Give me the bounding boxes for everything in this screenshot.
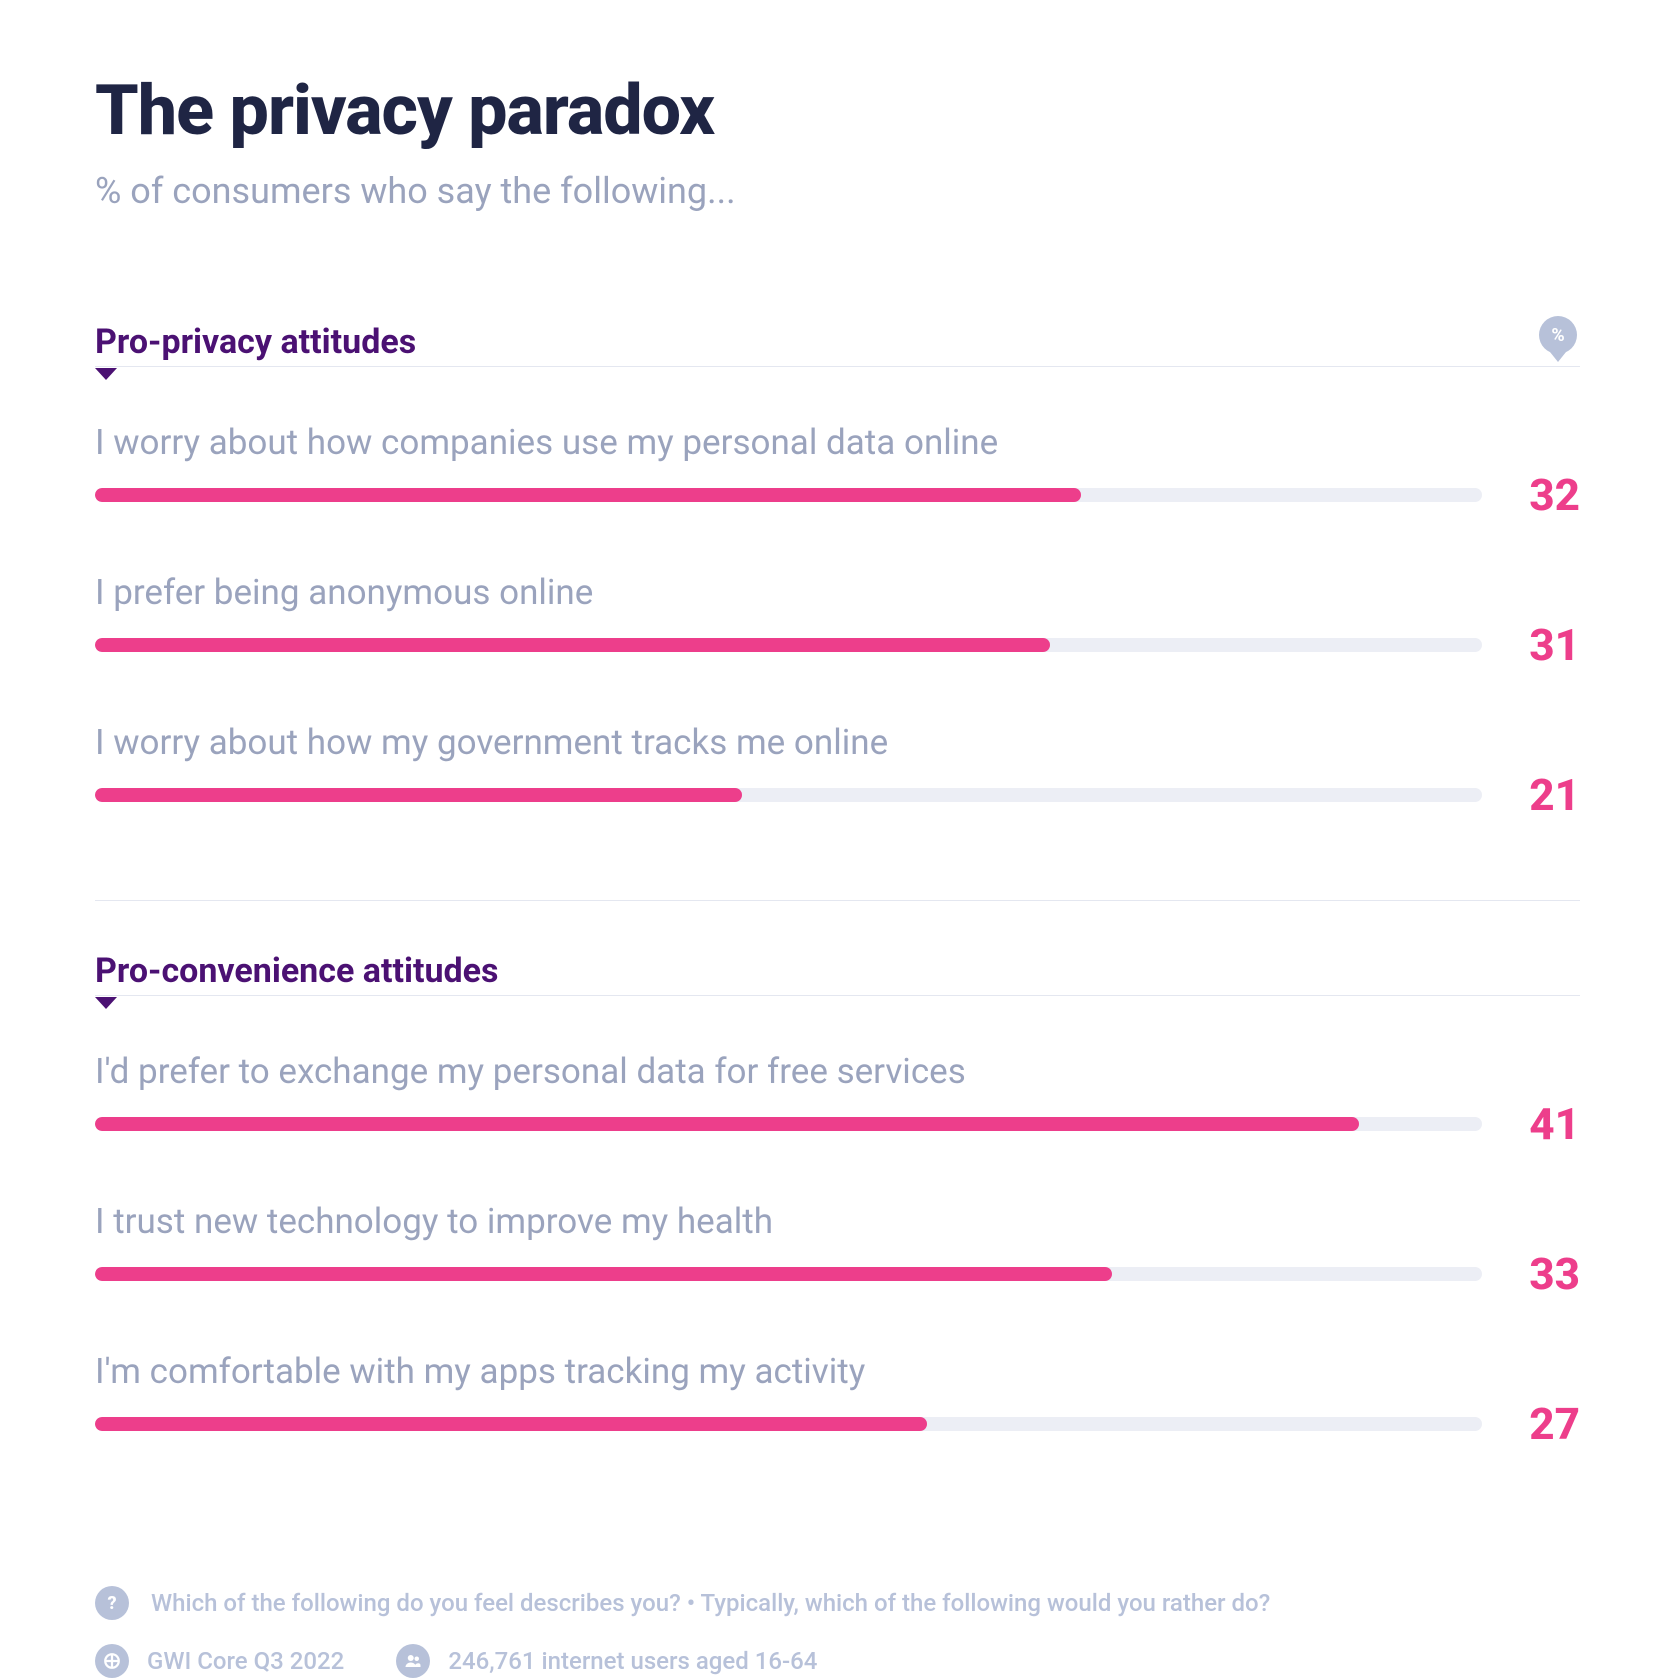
section-pro-privacy: Pro-privacy attitudes % I worry about ho… bbox=[95, 322, 1580, 882]
percent-pin-icon: % bbox=[1539, 316, 1577, 354]
bar-row: I'd prefer to exchange my personal data … bbox=[95, 1051, 1580, 1146]
bar-label: I'd prefer to exchange my personal data … bbox=[95, 1051, 1580, 1092]
bar-fill bbox=[95, 1117, 1359, 1131]
bar-fill bbox=[95, 638, 1050, 652]
page-title: The privacy paradox bbox=[95, 70, 1580, 152]
bar-value: 41 bbox=[1512, 1102, 1580, 1146]
footer-sample-text: 246,761 internet users aged 16-64 bbox=[448, 1647, 817, 1675]
bar-label: I worry about how companies use my perso… bbox=[95, 422, 1580, 463]
question-icon: ? bbox=[95, 1586, 129, 1620]
bar-label: I worry about how my government tracks m… bbox=[95, 722, 1580, 763]
people-icon bbox=[396, 1644, 430, 1678]
section-title-text: Pro-convenience attitudes bbox=[95, 951, 499, 991]
bar-row: I'm comfortable with my apps tracking my… bbox=[95, 1351, 1580, 1446]
bar-fill bbox=[95, 1417, 927, 1431]
section-divider bbox=[95, 900, 1580, 901]
bar-row: I trust new technology to improve my hea… bbox=[95, 1201, 1580, 1296]
caret-down-icon bbox=[95, 997, 117, 1009]
caret-down-icon bbox=[95, 368, 117, 380]
bar-label: I trust new technology to improve my hea… bbox=[95, 1201, 1580, 1242]
section-title-text: Pro-privacy attitudes bbox=[95, 322, 416, 362]
bar-value: 27 bbox=[1512, 1402, 1580, 1446]
footer-question-text: Which of the following do you feel descr… bbox=[151, 1589, 1270, 1617]
bar-row: I worry about how my government tracks m… bbox=[95, 722, 1580, 817]
section-title: Pro-convenience attitudes bbox=[95, 951, 1580, 996]
footer-question-row: ? Which of the following do you feel des… bbox=[95, 1586, 1580, 1620]
bar-value: 31 bbox=[1512, 623, 1580, 667]
bar-fill bbox=[95, 788, 742, 802]
page-subtitle: % of consumers who say the following... bbox=[95, 170, 1580, 212]
bar-value: 33 bbox=[1512, 1252, 1580, 1296]
bar-track bbox=[95, 1117, 1482, 1131]
bar-track bbox=[95, 638, 1482, 652]
bar-track bbox=[95, 1417, 1482, 1431]
section-title: Pro-privacy attitudes bbox=[95, 322, 1580, 367]
bar-label: I prefer being anonymous online bbox=[95, 572, 1580, 613]
bar-value: 21 bbox=[1512, 773, 1580, 817]
bar-label: I'm comfortable with my apps tracking my… bbox=[95, 1351, 1580, 1392]
percent-marker: % bbox=[1536, 316, 1580, 354]
bar-track bbox=[95, 488, 1482, 502]
bar-track bbox=[95, 788, 1482, 802]
footer-source-text: GWI Core Q3 2022 bbox=[147, 1647, 344, 1675]
bar-row: I worry about how companies use my perso… bbox=[95, 422, 1580, 517]
bar-track bbox=[95, 1267, 1482, 1281]
bar-fill bbox=[95, 488, 1081, 502]
footer-source-row: GWI Core Q3 2022 246,761 internet users … bbox=[95, 1644, 1580, 1678]
source-icon bbox=[95, 1644, 129, 1678]
bar-row: I prefer being anonymous online 31 bbox=[95, 572, 1580, 667]
bar-fill bbox=[95, 1267, 1112, 1281]
bar-value: 32 bbox=[1512, 473, 1580, 517]
section-pro-convenience: Pro-convenience attitudes I'd prefer to … bbox=[95, 951, 1580, 1511]
footer: ? Which of the following do you feel des… bbox=[95, 1586, 1580, 1678]
